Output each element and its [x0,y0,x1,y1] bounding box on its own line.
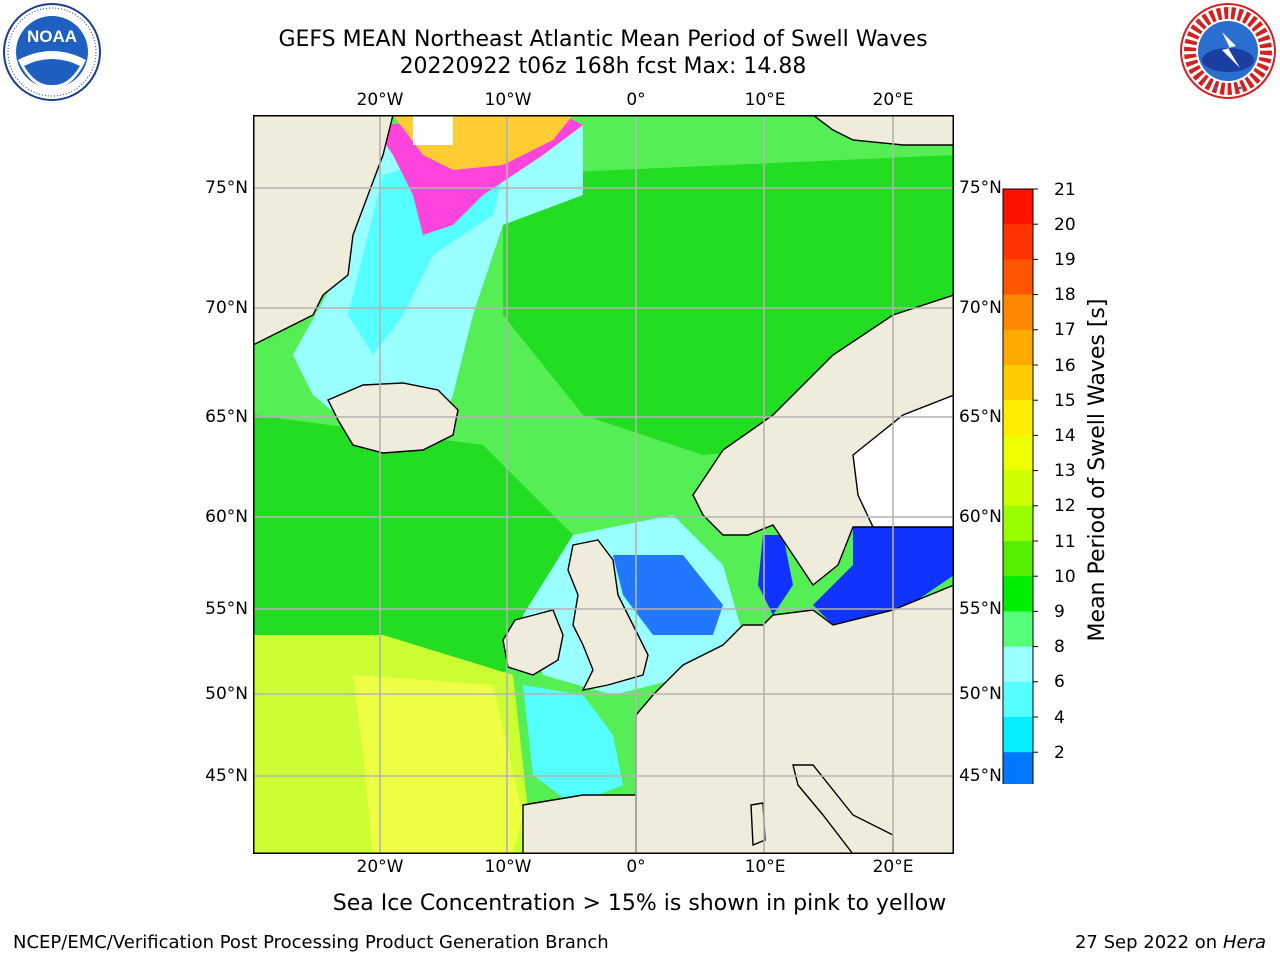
lat-tick-left-60n: 60°N [205,507,248,527]
lon-tick-bottom-10w: 10°W [484,857,532,877]
colorbar-segment [1003,294,1033,331]
lon-tick-bottom-10e: 10°E [744,857,786,877]
colorbar [1002,188,1038,784]
lat-tick-right-55n: 55°N [959,599,1002,619]
lon-tick-top-20e: 20°E [872,90,914,110]
chart-title: GEFS MEAN Northeast Atlantic Mean Period… [278,27,928,52]
swell-zone-cyan-north [293,125,583,445]
lon-tick-top-0: 0° [626,90,646,110]
colorbar-segment [1003,365,1033,401]
colorbar-tick: 17 [1054,320,1076,340]
lat-tick-right-50n: 50°N [959,684,1002,704]
colorbar-segment [1003,646,1033,683]
sweden-white [852,394,954,528]
land [253,115,954,854]
greenland [253,115,394,346]
colorbar-segment [1003,470,1033,507]
lat-tick-left-55n: 55°N [205,599,248,619]
lat-tick-right-45n: 45°N [959,766,1002,786]
lat-tick-left-50n: 50°N [205,684,248,704]
lon-tick-bottom-20w: 20°W [356,857,404,877]
ireland [502,609,564,676]
colorbar-tick: 19 [1054,250,1076,270]
colorbar-tick: 14 [1054,426,1076,446]
lat-tick-left-75n: 75°N [205,178,248,198]
colorbar-segment [1003,505,1033,542]
sea-ice-white [413,115,453,145]
lon-tick-bottom-0: 0° [626,857,646,877]
colorbar-tick: 12 [1054,496,1076,516]
chart-subtitle: 20220922 t06z 168h fcst Max: 14.88 [399,54,807,79]
colorbar-segment [1003,400,1033,436]
colorbar-segment [1003,224,1033,260]
colorbar-tick: 6 [1054,672,1065,692]
colorbar-segment [1003,752,1033,784]
lat-tick-right-65n: 65°N [959,407,1002,427]
sardinia [750,802,766,847]
sea-ice-note: Sea Ice Concentration > 15% is shown in … [332,891,947,916]
noaa-text: NOAA [27,27,77,46]
nws-logo [1178,2,1278,100]
baltic-blue-2 [813,527,954,625]
italy [792,764,894,854]
colorbar-tick: 18 [1054,285,1076,305]
northsea-blue [613,555,723,635]
colorbar-tick: 9 [1054,602,1065,622]
colorbar-segment [1003,189,1033,225]
footer-date-text: 27 Sep 2022 on [1074,932,1218,953]
iberia [522,794,637,854]
lat-tick-right-75n: 75°N [959,178,1002,198]
colorbar-segment [1003,681,1033,718]
svalbard [811,115,954,146]
map-frame [253,115,954,854]
colorbar-tick: 21 [1054,180,1076,200]
colorbar-tick: 15 [1054,391,1076,411]
biscay-cyan [523,685,623,805]
colorbar-segment [1003,541,1033,577]
lon-tick-bottom-20e: 20°E [872,857,914,877]
lon-tick-top-10w: 10°W [484,90,532,110]
footer-date: 27 Sep 2022 on Hera [1075,932,1266,954]
lat-tick-left-65n: 65°N [205,407,248,427]
colorbar-tick: 2 [1054,743,1065,763]
iceland [327,382,459,454]
colorbar-segment [1003,259,1033,296]
swell-zone-green-west [253,415,573,675]
colorbar-segment [1003,329,1033,366]
colorbar-tick: 8 [1054,637,1065,657]
lon-tick-top-20w: 20°W [356,90,404,110]
graticule [253,115,954,854]
colorbar-segment [1003,435,1033,472]
colorbar-tick: 10 [1054,567,1076,587]
colorbar-tick: 13 [1054,461,1076,481]
colorbar-frame [1002,188,1034,784]
colorbar-tick: 16 [1054,356,1076,376]
continental-europe [635,584,954,854]
map-panel [253,115,954,854]
lat-tick-left-45n: 45°N [205,766,248,786]
footer-credit: NCEP/EMC/Verification Post Processing Pr… [13,932,609,953]
swell-zone-yellow [353,675,523,854]
colorbar-segment [1003,717,1033,753]
lat-tick-right-60n: 60°N [959,507,1002,527]
colorbar-segment [1003,576,1033,612]
lat-tick-left-70n: 70°N [205,298,248,318]
noaa-logo: NOAA [2,2,102,102]
colorbar-tick: 11 [1054,532,1076,552]
footer-host: Hera [1222,932,1266,953]
colorbar-tick: 4 [1054,708,1065,728]
colorbar-tick: 20 [1054,215,1076,235]
lat-tick-right-70n: 70°N [959,298,1002,318]
colorbar-label: Mean Period of Swell Waves [s] [1085,298,1110,642]
colorbar-segment [1003,611,1033,648]
great-britain [567,539,649,691]
lon-tick-top-10e: 10°E [744,90,786,110]
baltic-blue-1 [758,535,793,615]
